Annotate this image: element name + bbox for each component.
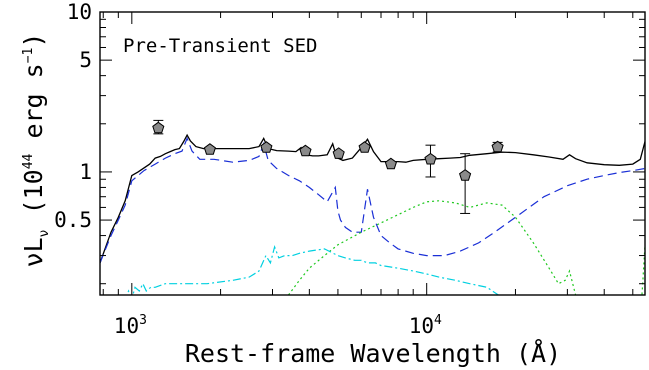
data-point [491,140,504,153]
y-title-unit: erg s [19,63,48,153]
y-tick-label: 10 [67,0,92,24]
y-axis-title: νLν (1044 erg s−1) [19,33,52,268]
y-title-sub: ν [37,229,52,237]
x-tick-label-0: 103 [114,313,147,338]
x-tick-label-1: 104 [409,313,442,338]
y-tick-label: 1 [79,160,92,184]
data-point [299,144,312,157]
data-point [260,141,273,153]
svg-text:104: 104 [409,313,442,338]
model-curve-solid [100,133,645,264]
data-point [384,157,397,170]
plot-frame [99,11,646,296]
model-curve-dashdot [121,244,501,295]
panel-annotation: Pre-Transient SED [123,35,317,57]
model-curve-dotted [288,200,645,295]
y-title-paren: (10 [19,169,48,214]
data-point [358,141,371,153]
svg-text:103: 103 [114,313,147,338]
data-point [459,169,472,181]
y-tick-label: 0.5 [54,208,92,232]
x-tick-base: 10 [409,314,434,338]
data-point [203,143,216,155]
model-curves [100,133,645,295]
x-tick-exp: 4 [434,313,442,328]
y-title-space [19,214,48,229]
y-tick-label: 5 [79,48,92,72]
data-point [332,147,345,159]
observed-points [152,119,504,214]
y-title-symbol: νL [19,237,48,267]
y-title-close: ) [19,33,48,48]
y-title-unit-exp: −1 [21,48,36,64]
x-axis-title: Rest-frame Wavelength (Å) [185,339,561,368]
y-title-exp: 44 [21,153,36,169]
x-tick-exp: 3 [139,313,147,328]
data-point [152,121,165,134]
data-point [424,152,437,165]
x-tick-base: 10 [114,314,139,338]
model-curve-dashed [100,136,645,264]
axis-ticks [100,11,645,295]
